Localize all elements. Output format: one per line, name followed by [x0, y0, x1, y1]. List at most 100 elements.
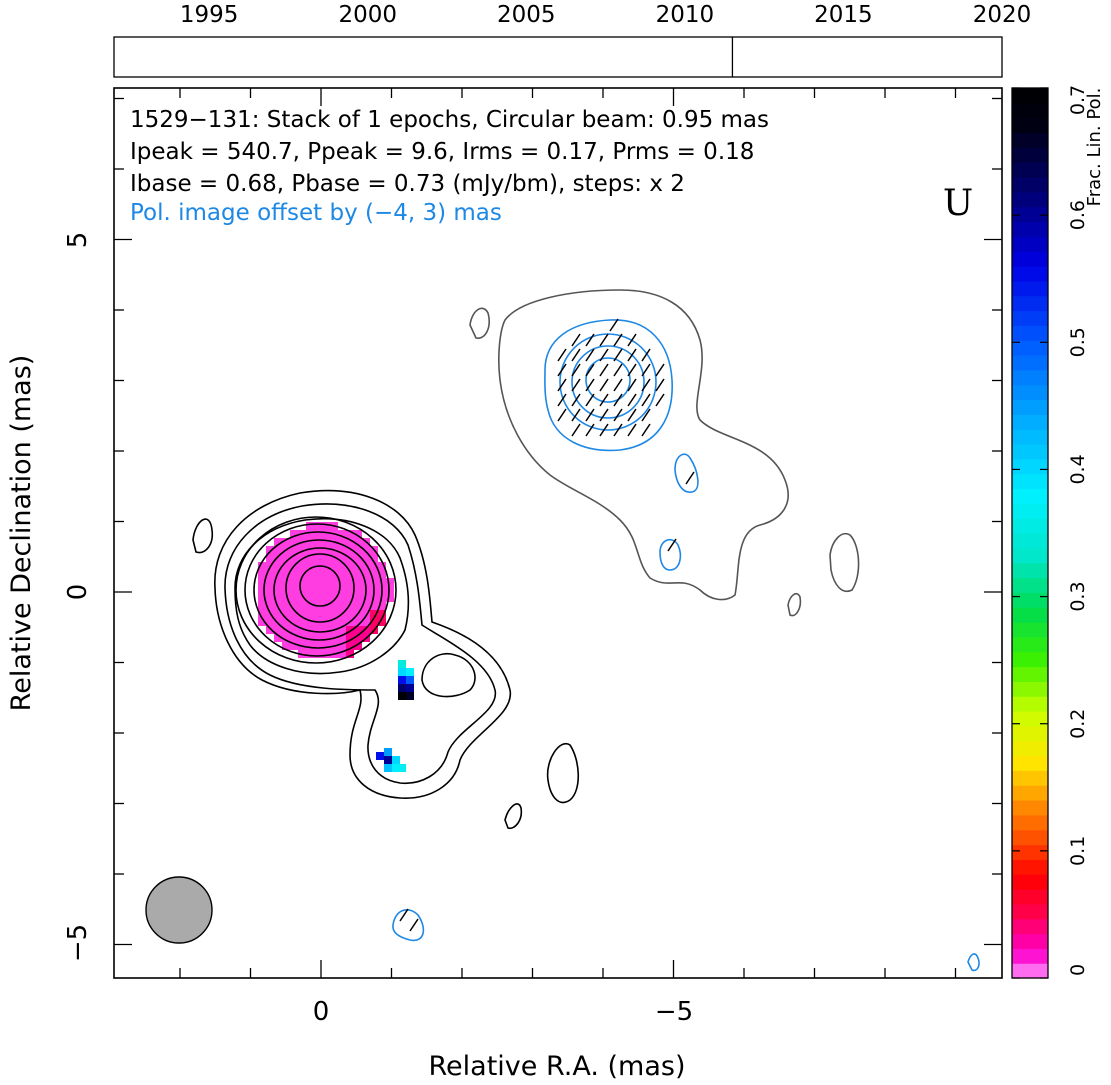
frac-pol-pixel: [306, 530, 314, 538]
frac-pol-pixel: [370, 562, 378, 570]
frac-pol-pixel: [282, 642, 290, 650]
colorbar-cell: [1012, 266, 1048, 282]
frac-pol-pixel: [338, 586, 346, 594]
frac-pol-pixel: [338, 634, 346, 642]
frac-pol-pixel: [306, 546, 314, 554]
evpa-tick: [613, 363, 623, 377]
colorbar-cell: [1012, 622, 1048, 638]
colorbar-cell: [1012, 518, 1048, 534]
frac-pol-pixel: [298, 554, 306, 562]
frac-pol-pixel: [322, 522, 330, 530]
evpa-tick: [557, 348, 567, 362]
frac-pol-pixel: [398, 668, 406, 676]
colorbar-cell: [1012, 340, 1048, 356]
evpa-tick: [641, 348, 651, 362]
y-tick-label: 0: [63, 584, 93, 601]
evpa-tick: [599, 378, 609, 392]
evpa-tick: [627, 363, 637, 377]
frac-pol-pixel: [258, 610, 266, 618]
contour-level-2: [224, 503, 496, 785]
colorbar-cell: [1012, 814, 1048, 831]
frac-pol-pixel: [354, 538, 362, 546]
frac-pol-pixel: [362, 610, 370, 618]
colorbar-cell: [1012, 577, 1048, 593]
frac-pol-pixel: [362, 626, 370, 634]
frac-pol-pixel: [306, 594, 314, 602]
frac-pol-pixel: [354, 594, 362, 602]
evpa-tick: [641, 393, 651, 407]
colorbar-cell: [1012, 770, 1048, 786]
frac-pol-pixel: [370, 602, 378, 610]
evpa-tick: [655, 378, 665, 392]
frac-pol-pixel: [290, 634, 298, 642]
contour-level-1: [214, 489, 511, 799]
frac-pol-pixel: [298, 618, 306, 626]
frac-pol-pixel: [362, 546, 370, 554]
evpa-tick: [613, 408, 623, 422]
frac-pol-pixel: [274, 546, 282, 554]
frac-pol-pixel: [338, 578, 346, 586]
frac-pol-pixel: [378, 610, 386, 618]
evpa-tick: [613, 393, 623, 407]
frac-pol-pixel: [314, 554, 322, 562]
colorbar-tick-labels: 0 0.1 0.2 0.3 0.4 0.5 0.6 0.7: [1067, 85, 1089, 976]
frac-pol-pixel: [282, 634, 290, 642]
frac-pol-pixel: [258, 602, 266, 610]
timeline-tick-labels: 1995 2000 2005 2010 2015 2020: [180, 2, 1031, 28]
frac-pol-pixel: [282, 594, 290, 602]
frac-pol-pixel: [306, 586, 314, 594]
frac-pol-pixel: [398, 764, 406, 772]
frac-pol-pixel: [330, 594, 338, 602]
frac-pol-pixel: [322, 554, 330, 562]
frac-pol-pixel: [290, 594, 298, 602]
frac-pol-pixel: [322, 562, 330, 570]
frac-pol-pixel: [406, 676, 414, 684]
frac-pol-pixel: [384, 756, 392, 764]
frac-pol-pixel: [306, 522, 314, 530]
evpa-tick: [641, 423, 651, 437]
colorbar-cell: [1012, 800, 1048, 816]
frac-pol-pixel: [298, 578, 306, 586]
contour-island: [504, 803, 523, 830]
frac-pol-pixel: [330, 578, 338, 586]
colorbar-cell: [1012, 251, 1048, 267]
frac-pol-pixel: [258, 578, 266, 586]
frac-pol-pixel: [282, 538, 290, 546]
frac-pol-pixel: [274, 562, 282, 570]
evpa-tick: [609, 318, 619, 332]
evpa-tick: [613, 423, 623, 437]
frac-pol-pixel: [346, 586, 354, 594]
timeline-tick-label: 2015: [814, 2, 873, 28]
frac-pol-pixel: [314, 522, 322, 530]
stokes-i-contours: [192, 489, 580, 830]
frac-pol-pixel: [398, 676, 406, 684]
colorbar-cell: [1012, 280, 1048, 297]
colorbar-cell: [1012, 755, 1048, 771]
contour-island: [469, 307, 490, 339]
frac-pol-pixel: [290, 530, 298, 538]
axis-ticks: [114, 88, 1002, 978]
frac-pol-pixel: [386, 578, 394, 586]
frac-pol-pixel: [306, 538, 314, 546]
frac-pol-pixel: [306, 570, 314, 578]
frac-pol-pixel: [322, 650, 330, 658]
evpa-tick: [585, 393, 595, 407]
frac-pol-pixel: [406, 668, 414, 676]
frac-pol-pixel: [298, 586, 306, 594]
frac-pol-pixel: [266, 618, 274, 626]
frac-pol-pixel: [322, 578, 330, 586]
frac-pol-pixel: [298, 610, 306, 618]
evpa-tick: [409, 918, 419, 932]
colorbar-ticks: [1012, 87, 1048, 979]
evpa-tick: [557, 408, 567, 422]
frac-pol-pixel: [338, 538, 346, 546]
frac-pol-pixel: [282, 562, 290, 570]
colorbar-cell: [1012, 547, 1048, 564]
frac-pol-pixel: [354, 626, 362, 634]
evpa-tick: [641, 378, 651, 392]
contour-level-9: [285, 553, 355, 623]
frac-pol-pixel: [370, 610, 378, 618]
colorbar-tick-label: 0.6: [1067, 200, 1089, 230]
frac-pol-pixel: [338, 642, 346, 650]
colorbar-cell: [1012, 206, 1048, 223]
